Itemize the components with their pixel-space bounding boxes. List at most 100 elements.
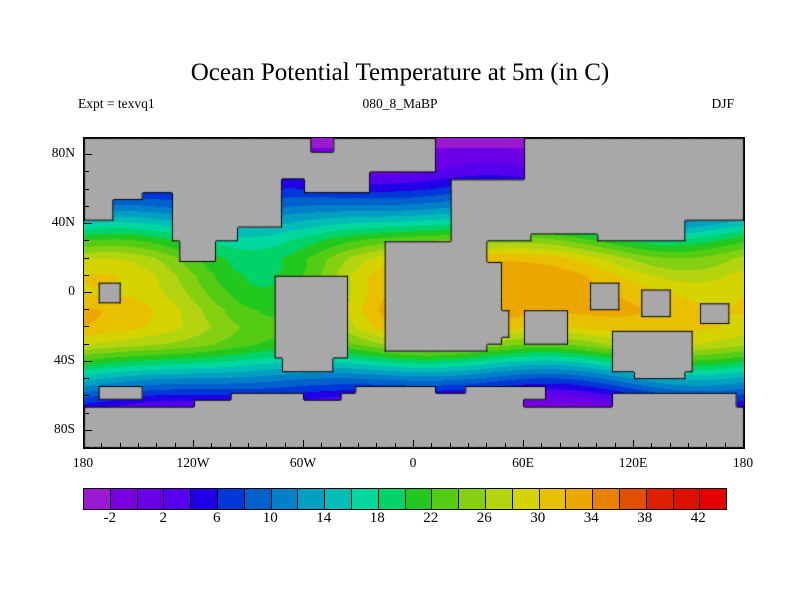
colorbar-tick-label: 22 (423, 510, 439, 526)
x-tick (358, 443, 359, 448)
x-axis-tick-label: 120E (618, 455, 648, 470)
y-axis-tick-label: 0 (68, 283, 75, 298)
y-tick (84, 137, 89, 138)
colorbar-tick-label: 38 (637, 510, 653, 526)
x-tick (450, 443, 451, 448)
x-tick (431, 443, 432, 448)
temperature-field-canvas (84, 138, 744, 448)
y-tick (84, 447, 89, 448)
colorbar-tick-label: 26 (476, 510, 492, 526)
x-tick (468, 443, 469, 448)
y-tick (84, 413, 89, 414)
colorbar-cell (378, 489, 406, 509)
colorbar-cell (191, 489, 218, 509)
x-tick (266, 443, 267, 448)
colorbar-tick-label: 30 (530, 510, 546, 526)
x-tick (340, 443, 341, 448)
colorbar-cell (244, 489, 272, 509)
x-tick (83, 440, 84, 448)
y-tick (84, 206, 89, 207)
y-tick (84, 240, 89, 241)
x-tick (505, 443, 506, 448)
x-tick (395, 443, 396, 448)
colorbar-cell (164, 489, 192, 509)
colorbar-cell (84, 489, 111, 509)
colorbar-cell (217, 489, 245, 509)
colorbar-tick-label: 10 (262, 510, 278, 526)
colorbar-cell (539, 489, 567, 509)
colorbar-cell (485, 489, 513, 509)
y-tick (84, 361, 92, 362)
colorbar-cell (110, 489, 138, 509)
x-tick (138, 443, 139, 448)
y-tick (84, 326, 89, 327)
y-tick (84, 395, 89, 396)
x-tick (670, 443, 671, 448)
x-tick (688, 443, 689, 448)
y-tick (84, 378, 89, 379)
x-tick (248, 443, 249, 448)
x-axis-tick-label: 60E (512, 455, 534, 470)
colorbar-cell (646, 489, 674, 509)
x-tick (120, 443, 121, 448)
x-tick (541, 443, 542, 448)
colorbar-tick-label: -2 (103, 510, 117, 526)
x-tick (651, 443, 652, 448)
x-tick (615, 443, 616, 448)
page-title: Ocean Potential Temperature at 5m (in C) (190, 59, 610, 86)
x-tick (211, 443, 212, 448)
colorbar-cell (271, 489, 299, 509)
x-tick (486, 443, 487, 448)
x-axis-tick-label: 180 (732, 455, 754, 470)
colorbar-cell (432, 489, 460, 509)
x-tick (156, 443, 157, 448)
y-axis-tick-label: 80S (53, 421, 75, 436)
colorbar-cell (512, 489, 540, 509)
y-axis-tick-label: 80N (51, 145, 75, 160)
y-tick (84, 189, 89, 190)
y-tick (84, 154, 92, 155)
colorbar-tick-label: 18 (369, 510, 385, 526)
x-tick (743, 440, 744, 448)
colorbar-cell (459, 489, 486, 509)
y-tick (84, 344, 89, 345)
y-axis-tick-label: 40N (51, 214, 75, 229)
colorbar-cell (673, 489, 701, 509)
colorbar-cell (137, 489, 165, 509)
colorbar-tick-label: 2 (159, 510, 168, 526)
y-tick (84, 171, 89, 172)
y-tick (84, 275, 89, 276)
x-tick (578, 443, 579, 448)
x-tick (633, 440, 634, 448)
x-tick (596, 443, 597, 448)
y-tick (84, 430, 92, 431)
y-tick (84, 309, 89, 310)
x-tick (230, 443, 231, 448)
x-axis-tick-label: 180 (72, 455, 94, 470)
x-tick (193, 440, 194, 448)
x-tick (376, 443, 377, 448)
colorbar-cell (405, 489, 433, 509)
x-tick (321, 443, 322, 448)
run-id-label: 080_8_MaBP (362, 96, 438, 111)
y-axis-tick-label: 40S (53, 352, 75, 367)
x-tick (101, 443, 102, 448)
y-tick (84, 292, 92, 293)
x-tick (725, 443, 726, 448)
colorbar-cell (593, 489, 620, 509)
y-tick (84, 223, 92, 224)
x-tick (523, 440, 524, 448)
experiment-label: Expt = texvq1 (78, 96, 155, 111)
season-label: DJF (711, 96, 734, 111)
x-tick (560, 443, 561, 448)
x-tick (285, 443, 286, 448)
colorbar-cell (619, 489, 647, 509)
colorbar-cell (351, 489, 379, 509)
colorbar-tick-label: 34 (583, 510, 599, 526)
x-tick (706, 443, 707, 448)
colorbar-cell (566, 489, 594, 509)
colorbar-tick-label: 42 (690, 510, 706, 526)
colorbar-cell (298, 489, 326, 509)
y-tick (84, 258, 89, 259)
x-axis-tick-label: 0 (409, 455, 417, 470)
